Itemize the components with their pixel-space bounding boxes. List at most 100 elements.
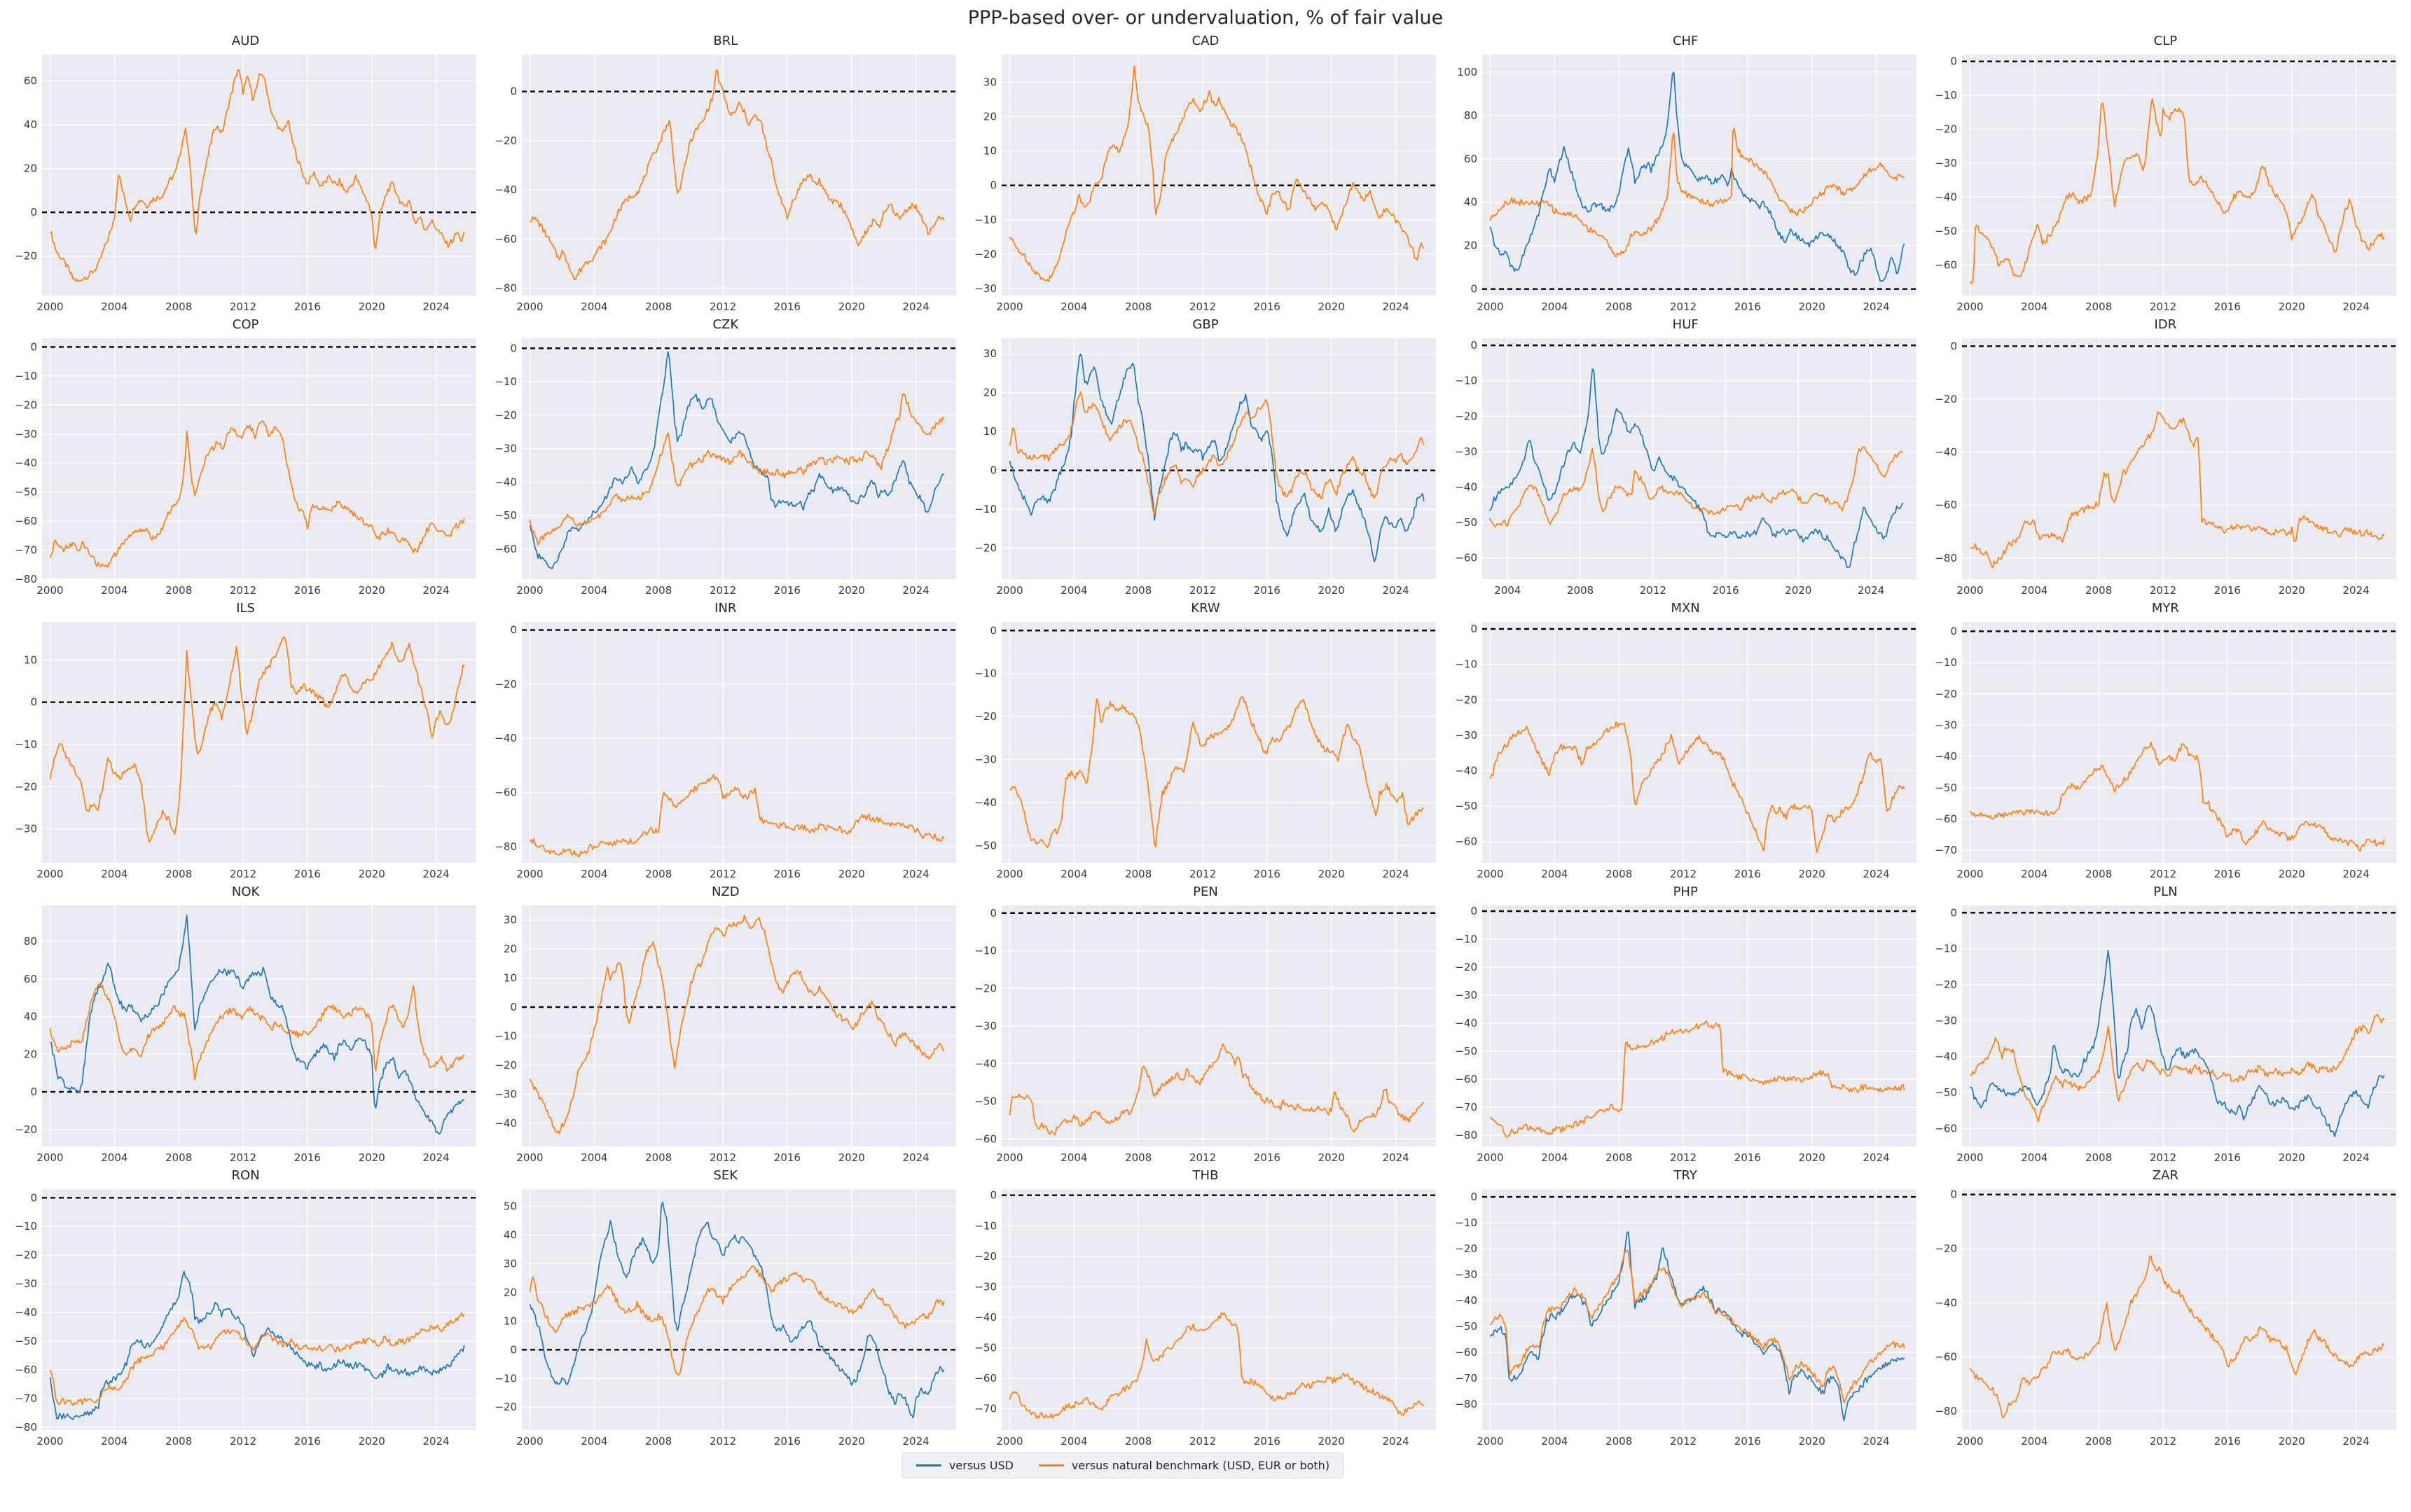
plot-area — [42, 622, 476, 863]
x-tick-label: 2024 — [2342, 584, 2369, 597]
y-tick-label: −20 — [495, 134, 518, 147]
x-tick-label: 2008 — [645, 1151, 672, 1164]
x-tick-label: 2008 — [2085, 300, 2112, 313]
y-tick-label: −20 — [1455, 961, 1477, 973]
x-tick-label: 2000 — [36, 584, 63, 597]
x-tick-label: 2004 — [2021, 868, 2047, 880]
y-tick-label: −20 — [1935, 123, 1957, 136]
series-usd — [1489, 1231, 1905, 1422]
chart-plot-php: −80 −70 −60 −50 −40 −30 −20 −10 0 2000 2004 2008 201… — [1455, 905, 1916, 1164]
y-tick-label: −80 — [15, 573, 37, 585]
chart-title: IDR — [2154, 317, 2177, 332]
x-tick-label: 2020 — [838, 1151, 865, 1164]
x-tick-label: 2020 — [2278, 1151, 2305, 1164]
y-tick-label: 0 — [511, 342, 518, 354]
x-tick-label: 2004 — [1541, 300, 1568, 313]
y-tick-label: −50 — [1455, 1320, 1477, 1333]
chart-zar: ZAR −80 −60 −40 −20 0 2000 2004 2008 2012 2016 2020… — [1926, 1166, 2405, 1450]
chart-cad: CAD −30 −20 −10 0 10 20 30 2000 2004 2008 2012 2016 2… — [965, 32, 1445, 315]
plot-area — [1481, 338, 1916, 579]
x-tick-label: 2020 — [359, 1151, 385, 1164]
x-tick-label: 2024 — [1863, 1151, 1889, 1164]
x-tick-label: 2004 — [2021, 300, 2047, 313]
x-tick-label: 2012 — [230, 300, 256, 313]
chart-title: INR — [714, 601, 737, 616]
chart-title: PHP — [1673, 885, 1698, 899]
x-tick-label: 2000 — [1956, 300, 1983, 313]
x-tick-label: 2004 — [101, 1151, 127, 1164]
series-benchmark — [49, 420, 465, 568]
legend-label-benchmark: versus natural benchmark (USD, EUR or bo… — [1071, 1459, 1330, 1472]
x-tick-label: 2016 — [1734, 1151, 1760, 1164]
chart-title: PLN — [2153, 885, 2178, 899]
chart-plot-pen: −60 −50 −40 −30 −20 −10 0 2000 2004 2008 2012 2016 2… — [975, 906, 1437, 1164]
chart-try: TRY −80 −70 −60 −50 −40 −30 −20 −10 0 2000 2004 2008… — [1446, 1166, 1926, 1450]
y-tick-label: −20 — [495, 678, 518, 691]
x-tick-label: 2004 — [581, 1151, 607, 1164]
x-tick-label: 2016 — [1254, 584, 1280, 597]
y-tick-label: 10 — [504, 972, 517, 985]
legend-item-benchmark: versus natural benchmark (USD, EUR or bo… — [1038, 1459, 1330, 1472]
y-tick-label: −10 — [495, 375, 518, 388]
x-tick-label: 2004 — [101, 584, 127, 597]
chart-title: NZD — [711, 885, 740, 899]
series-benchmark — [1970, 411, 2385, 569]
y-tick-label: −20 — [15, 398, 37, 411]
plot-area — [522, 906, 957, 1146]
x-tick-label: 2004 — [581, 868, 607, 880]
plot-area — [1961, 338, 2396, 579]
x-tick-label: 2020 — [1798, 1435, 1825, 1448]
chart-plot-aud: −20 0 20 40 60 2000 2004 2008 2012 2016 2020 2024 — [15, 55, 476, 313]
x-tick-label: 2004 — [581, 1435, 607, 1448]
x-tick-label: 2024 — [422, 584, 449, 597]
x-tick-label: 2016 — [774, 868, 801, 880]
x-tick-label: 2020 — [2278, 300, 2305, 313]
y-tick-label: 10 — [504, 1315, 517, 1327]
x-tick-label: 2008 — [645, 1435, 672, 1448]
y-tick-label: −80 — [1935, 1405, 1957, 1417]
x-tick-label: 2016 — [294, 868, 321, 880]
y-tick-label: −60 — [1935, 812, 1957, 825]
y-tick-label: −20 — [495, 409, 518, 422]
y-tick-label: −70 — [975, 1403, 997, 1415]
chart-plot-chf: 0 20 40 60 80 100 2000 2004 2008 2012 2016 2020 2024 — [1457, 55, 1916, 313]
y-tick-label: −40 — [495, 732, 518, 744]
y-tick-label: −50 — [1935, 225, 1957, 237]
y-tick-label: −20 — [15, 1249, 37, 1261]
chart-plot-ron: −80 −70 −60 −50 −40 −30 −20 −10 0 2000 2004 2008 201… — [15, 1189, 476, 1448]
x-tick-label: 2020 — [1318, 1435, 1345, 1448]
x-tick-label: 2008 — [165, 300, 192, 313]
y-tick-label: −20 — [1935, 978, 1957, 991]
legend-item-usd: versus USD — [916, 1459, 1014, 1472]
x-tick-label: 2000 — [1956, 1435, 1983, 1448]
chart-plot-myr: −70 −60 −50 −40 −30 −20 −10 0 2000 2004 2008 2012 20… — [1935, 622, 2396, 880]
y-tick-label: −10 — [15, 738, 37, 751]
chart-inr: INR −80 −60 −40 −20 0 2000 2004 2008 2012 2016 2020… — [485, 599, 965, 882]
x-tick-label: 2000 — [517, 1435, 544, 1448]
chart-title: HUF — [1672, 317, 1699, 332]
y-tick-label: 0 — [511, 624, 518, 637]
y-tick-label: −50 — [1455, 1045, 1477, 1057]
y-tick-label: −30 — [975, 754, 997, 766]
y-tick-label: −20 — [1935, 393, 1957, 405]
x-tick-label: 2004 — [1494, 584, 1521, 597]
x-tick-label: 2004 — [1061, 868, 1088, 880]
y-tick-label: 30 — [983, 76, 997, 88]
y-tick-label: −80 — [495, 840, 518, 853]
y-tick-label: −30 — [1935, 157, 1957, 169]
y-tick-label: −10 — [1935, 89, 1957, 102]
x-tick-label: 2008 — [645, 868, 672, 880]
plot-area — [522, 622, 957, 863]
x-tick-label: 2008 — [1125, 1435, 1152, 1448]
y-tick-label: −30 — [495, 1088, 518, 1100]
y-tick-label: −30 — [975, 1020, 997, 1032]
y-tick-label: −10 — [975, 1219, 997, 1232]
plot-area — [1481, 622, 1916, 863]
x-tick-label: 2012 — [2150, 300, 2176, 313]
y-tick-label: −30 — [15, 823, 37, 835]
x-tick-label: 2000 — [1477, 1435, 1503, 1448]
y-tick-label: 0 — [30, 1191, 37, 1204]
y-tick-label: −40 — [975, 796, 997, 809]
y-tick-label: −40 — [495, 183, 518, 196]
chart-clp: CLP −60 −50 −40 −30 −20 −10 0 2000 2004 2008 2012 20… — [1926, 32, 2405, 315]
